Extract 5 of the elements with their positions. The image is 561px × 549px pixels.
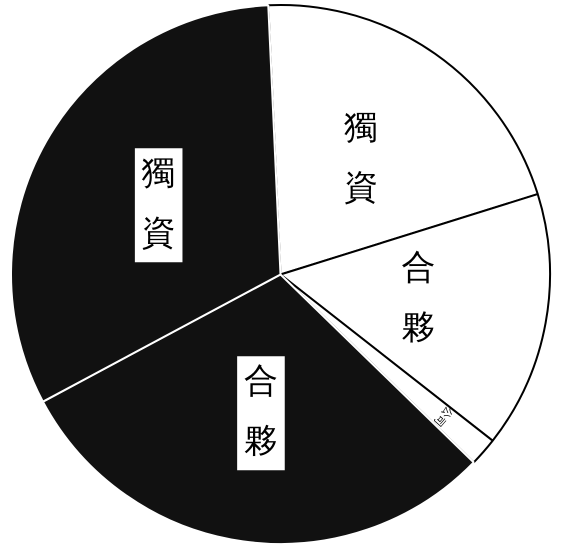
slice-label: 獨資 xyxy=(344,108,378,208)
slice-label: 獨資 xyxy=(142,153,176,254)
slice-label: 合夥 xyxy=(401,248,436,348)
slice-label: 公司 xyxy=(431,404,456,430)
slice-label: 合夥 xyxy=(244,361,278,462)
